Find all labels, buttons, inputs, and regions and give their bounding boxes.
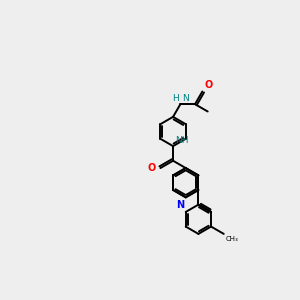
Text: N: N: [182, 94, 189, 103]
Text: NH: NH: [176, 136, 189, 145]
Text: CH₃: CH₃: [225, 236, 238, 242]
Text: H: H: [172, 94, 179, 103]
Text: O: O: [205, 80, 213, 90]
Text: O: O: [148, 163, 156, 173]
Text: N: N: [176, 200, 184, 210]
